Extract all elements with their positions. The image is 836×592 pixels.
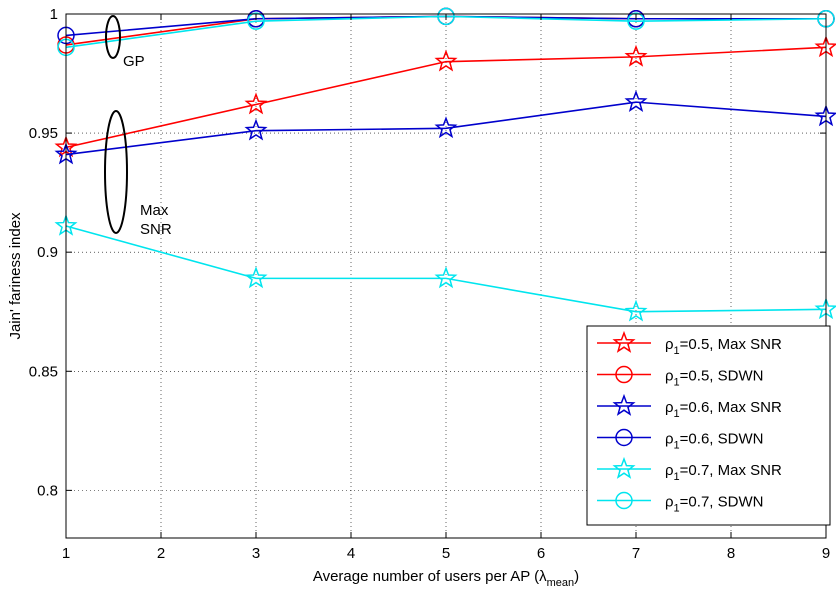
- series-line: [65, 101, 827, 156]
- x-tick-label: 5: [442, 545, 450, 562]
- legend-label-greek: ρ: [665, 462, 674, 479]
- data-point-marker: [244, 118, 268, 141]
- legend-label-greek: ρ: [665, 368, 674, 385]
- legend-label-rest: =0.5, Max SNR: [680, 336, 782, 353]
- legend-label-greek: ρ: [665, 399, 674, 416]
- legend-entry: ρ1=0.7, SDWN: [597, 491, 763, 515]
- legend-label-rest: =0.5, SDWN: [680, 368, 764, 385]
- legend-label: ρ1=0.7, SDWN: [665, 494, 763, 515]
- annotation-max: Max: [140, 202, 169, 219]
- data-point-marker: [434, 266, 458, 289]
- x-tick-label: 9: [822, 545, 830, 562]
- legend-entry: ρ1=0.6, Max SNR: [597, 393, 782, 420]
- legend-label: ρ1=0.6, SDWN: [665, 431, 763, 452]
- data-point-marker: [624, 44, 648, 67]
- annotation-snr: SNR: [140, 221, 172, 238]
- legend-label-greek: ρ: [665, 431, 674, 448]
- annotation-gp: GP: [123, 53, 145, 70]
- x-tick-label: 7: [632, 545, 640, 562]
- series-line: [65, 225, 827, 313]
- data-point-marker: [244, 92, 268, 115]
- legend-label-rest: =0.6, Max SNR: [680, 399, 782, 416]
- data-point-marker: [624, 299, 648, 322]
- y-tick-label: 0.85: [29, 363, 58, 380]
- legend-label-sub: 1: [674, 503, 680, 515]
- legend-box: [586, 325, 831, 526]
- data-point-marker: [627, 12, 645, 30]
- legend-marker: [612, 330, 636, 353]
- annotations: GP Max SNR: [104, 15, 172, 238]
- x-axis-title: Average number of users per AP (λmean): [313, 568, 579, 589]
- data-point-marker: [434, 49, 458, 72]
- legend-label-rest: =0.7, Max SNR: [680, 462, 782, 479]
- legend-label: ρ1=0.6, Max SNR: [665, 399, 782, 420]
- x-tick-label: 2: [157, 545, 165, 562]
- data-point-marker: [247, 12, 265, 30]
- x-axis-title-end: ): [574, 568, 579, 585]
- legend-label-sub: 1: [674, 345, 680, 357]
- legend-label: ρ1=0.7, Max SNR: [665, 462, 782, 483]
- legend-entry: ρ1=0.6, SDWN: [597, 428, 763, 452]
- legend-marker: [615, 428, 633, 447]
- x-tick-label: 1: [62, 545, 70, 562]
- legend-label-greek: ρ: [665, 336, 674, 353]
- x-tick-label: 6: [537, 545, 545, 562]
- y-tick-label: 1: [50, 6, 58, 23]
- legend-label-greek: ρ: [665, 494, 674, 511]
- x-axis-title-sub: mean: [547, 577, 575, 589]
- legend-entry: ρ1=0.7, Max SNR: [597, 456, 782, 483]
- legend-label: ρ1=0.5, SDWN: [665, 368, 763, 389]
- data-point-marker: [434, 116, 458, 139]
- x-tick-label: 3: [252, 545, 260, 562]
- x-axis-title-main: Average number of users per AP (λ: [313, 568, 547, 585]
- x-tick-label: 8: [727, 545, 735, 562]
- series-line: [65, 46, 827, 149]
- max-snr-ellipse: [104, 110, 128, 234]
- y-tick-label: 0.95: [29, 125, 58, 142]
- legend-label: ρ1=0.5, Max SNR: [665, 336, 782, 357]
- series-layer: [54, 7, 836, 322]
- legend-label-rest: =0.7, SDWN: [680, 494, 764, 511]
- legend-label-sub: 1: [674, 377, 680, 389]
- legend-entry: ρ1=0.5, Max SNR: [597, 330, 782, 357]
- y-axis-title: Jain' fariness index: [7, 212, 24, 340]
- legend-label-sub: 1: [674, 471, 680, 483]
- x-tick-label: 4: [347, 545, 355, 562]
- legend-label-rest: =0.6, SDWN: [680, 431, 764, 448]
- legend-label-sub: 1: [674, 408, 680, 420]
- legend-marker: [615, 491, 633, 510]
- legend-marker: [612, 456, 636, 479]
- data-point-marker: [437, 7, 455, 26]
- series-1: [54, 35, 836, 158]
- data-point-marker: [244, 266, 268, 289]
- y-tick-label: 0.8: [37, 482, 58, 499]
- axes: 1 2 3 4 5 6 7 8 9 0.8 0.85 0.9 0.95 1: [29, 6, 830, 562]
- data-point-marker: [624, 89, 648, 112]
- y-tick-label: 0.9: [37, 244, 58, 261]
- legend-marker: [615, 365, 633, 384]
- legend-label-sub: 1: [674, 440, 680, 452]
- legend-marker: [612, 393, 636, 416]
- gp-ellipse: [105, 15, 121, 59]
- legend-entry: ρ1=0.5, SDWN: [597, 365, 763, 389]
